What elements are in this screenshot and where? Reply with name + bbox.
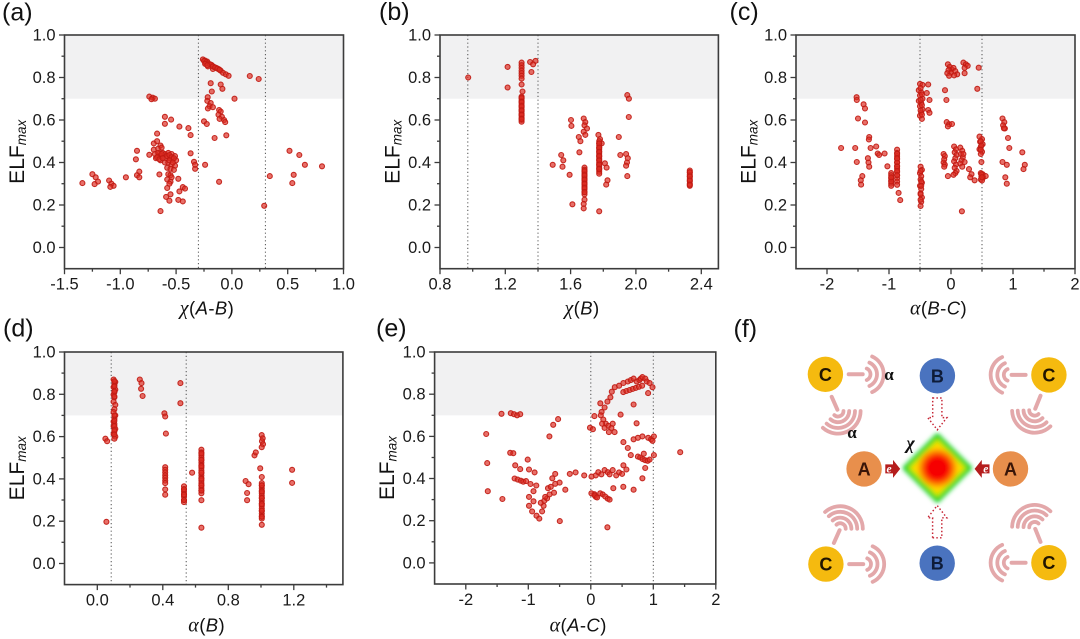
svg-text:e: e bbox=[886, 464, 891, 476]
svg-text:0.6: 0.6 bbox=[33, 428, 56, 446]
svg-text:0.8: 0.8 bbox=[429, 276, 452, 294]
svg-text:0.6: 0.6 bbox=[408, 112, 431, 130]
svg-text:0.0: 0.0 bbox=[220, 276, 243, 294]
svg-text:0.8: 0.8 bbox=[33, 386, 56, 404]
svg-text:0.0: 0.0 bbox=[86, 592, 109, 610]
svg-text:0.2: 0.2 bbox=[764, 197, 787, 215]
svg-text:-1: -1 bbox=[521, 591, 536, 609]
svg-text:0.2: 0.2 bbox=[403, 512, 426, 530]
svg-text:0.4: 0.4 bbox=[151, 592, 174, 610]
svg-text:C: C bbox=[1042, 553, 1055, 573]
svg-text:(f): (f) bbox=[734, 315, 758, 343]
svg-text:0.0: 0.0 bbox=[403, 554, 426, 572]
svg-text:0.2: 0.2 bbox=[33, 197, 56, 215]
svg-text:(d): (d) bbox=[3, 315, 34, 343]
svg-text:0.2: 0.2 bbox=[408, 197, 431, 215]
svg-text:α(B-C): α(B-C) bbox=[910, 298, 967, 320]
svg-text:1.0: 1.0 bbox=[408, 27, 431, 45]
svg-text:e: e bbox=[983, 464, 988, 476]
svg-text:0.2: 0.2 bbox=[33, 513, 56, 531]
svg-text:0.8: 0.8 bbox=[403, 386, 426, 404]
svg-text:1.2: 1.2 bbox=[282, 592, 305, 610]
svg-text:(c): (c) bbox=[730, 0, 759, 26]
svg-text:0.4: 0.4 bbox=[764, 154, 787, 172]
svg-text:B: B bbox=[931, 366, 944, 386]
svg-text:1.2: 1.2 bbox=[494, 276, 517, 294]
svg-text:0.0: 0.0 bbox=[764, 239, 787, 257]
svg-text:2.0: 2.0 bbox=[624, 276, 647, 294]
svg-text:-1: -1 bbox=[882, 276, 897, 294]
svg-text:α: α bbox=[884, 365, 894, 384]
svg-text:(e): (e) bbox=[376, 315, 407, 343]
svg-text:2: 2 bbox=[711, 591, 720, 609]
svg-text:0.8: 0.8 bbox=[408, 69, 431, 87]
svg-text:-0.5: -0.5 bbox=[162, 276, 190, 294]
svg-text:A: A bbox=[1004, 459, 1017, 479]
svg-text:0.4: 0.4 bbox=[33, 470, 56, 488]
svg-text:C: C bbox=[819, 555, 832, 575]
svg-text:α: α bbox=[847, 423, 857, 442]
svg-text:0.8: 0.8 bbox=[33, 69, 56, 87]
svg-text:0.4: 0.4 bbox=[33, 154, 56, 172]
svg-text:(b): (b) bbox=[379, 0, 410, 26]
svg-text:0.0: 0.0 bbox=[33, 555, 56, 573]
svg-text:0.0: 0.0 bbox=[33, 239, 56, 257]
svg-text:χ(B): χ(B) bbox=[562, 298, 599, 320]
svg-text:1.0: 1.0 bbox=[332, 276, 355, 294]
svg-text:0: 0 bbox=[586, 591, 595, 609]
svg-text:0.5: 0.5 bbox=[276, 276, 299, 294]
svg-text:1.0: 1.0 bbox=[764, 27, 787, 45]
svg-text:α(A-C): α(A-C) bbox=[550, 615, 607, 637]
svg-text:0.4: 0.4 bbox=[403, 470, 426, 488]
svg-text:-2: -2 bbox=[458, 591, 473, 609]
svg-text:C: C bbox=[819, 365, 832, 385]
svg-text:2: 2 bbox=[1070, 276, 1079, 294]
svg-text:-2: -2 bbox=[820, 276, 835, 294]
svg-text:α(B): α(B) bbox=[188, 615, 225, 637]
svg-text:1.0: 1.0 bbox=[33, 27, 56, 45]
svg-text:-1.0: -1.0 bbox=[106, 276, 134, 294]
svg-text:χ(A-B): χ(A-B) bbox=[178, 298, 234, 320]
svg-text:0.0: 0.0 bbox=[408, 239, 431, 257]
svg-text:C: C bbox=[1042, 365, 1055, 385]
svg-text:B: B bbox=[931, 554, 944, 574]
svg-text:-1.5: -1.5 bbox=[50, 276, 78, 294]
svg-text:0.6: 0.6 bbox=[403, 428, 426, 446]
svg-text:0.6: 0.6 bbox=[764, 112, 787, 130]
svg-text:0.4: 0.4 bbox=[408, 154, 431, 172]
svg-text:2.4: 2.4 bbox=[690, 276, 713, 294]
svg-text:(a): (a) bbox=[2, 0, 33, 27]
svg-text:0.6: 0.6 bbox=[33, 112, 56, 130]
svg-text:1.0: 1.0 bbox=[403, 344, 426, 362]
svg-text:1.0: 1.0 bbox=[33, 344, 56, 362]
svg-text:0.8: 0.8 bbox=[217, 592, 240, 610]
svg-text:χ: χ bbox=[903, 433, 915, 453]
svg-text:1: 1 bbox=[649, 591, 658, 609]
svg-text:0: 0 bbox=[946, 276, 955, 294]
svg-text:A: A bbox=[858, 459, 871, 479]
svg-text:1.6: 1.6 bbox=[559, 276, 582, 294]
svg-text:0.8: 0.8 bbox=[764, 69, 787, 87]
svg-text:1: 1 bbox=[1008, 276, 1017, 294]
